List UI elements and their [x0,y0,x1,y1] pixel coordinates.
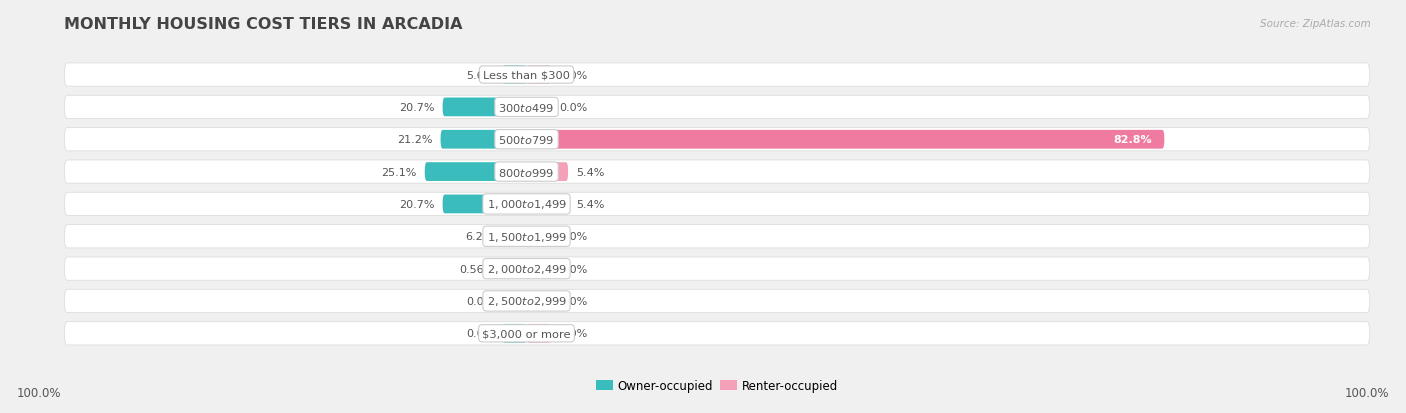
Text: $2,000 to $2,499: $2,000 to $2,499 [486,263,567,275]
FancyBboxPatch shape [65,322,1369,345]
FancyBboxPatch shape [65,96,1369,119]
FancyBboxPatch shape [502,292,526,311]
FancyBboxPatch shape [526,98,551,117]
Text: 0.0%: 0.0% [560,232,588,242]
FancyBboxPatch shape [502,227,526,246]
FancyBboxPatch shape [526,227,551,246]
Text: 20.7%: 20.7% [399,103,434,113]
FancyBboxPatch shape [65,161,1369,184]
Text: 100.0%: 100.0% [17,386,62,399]
FancyBboxPatch shape [502,324,526,343]
Text: $800 to $999: $800 to $999 [499,166,554,178]
FancyBboxPatch shape [443,98,526,117]
Legend: Owner-occupied, Renter-occupied: Owner-occupied, Renter-occupied [592,375,842,397]
Text: 5.4%: 5.4% [576,167,605,177]
Text: 21.2%: 21.2% [396,135,433,145]
Text: 0.0%: 0.0% [560,103,588,113]
FancyBboxPatch shape [526,260,551,278]
Text: 25.1%: 25.1% [381,167,416,177]
Text: 0.0%: 0.0% [560,328,588,339]
FancyBboxPatch shape [526,292,551,311]
Text: $300 to $499: $300 to $499 [499,102,554,114]
Text: 0.0%: 0.0% [465,328,494,339]
FancyBboxPatch shape [526,66,551,85]
Text: $1,500 to $1,999: $1,500 to $1,999 [486,230,567,243]
Text: 5.6%: 5.6% [465,70,494,81]
Text: 0.56%: 0.56% [458,264,494,274]
Text: 0.0%: 0.0% [560,296,588,306]
FancyBboxPatch shape [443,195,526,214]
Text: $1,000 to $1,499: $1,000 to $1,499 [486,198,567,211]
Text: 100.0%: 100.0% [1344,386,1389,399]
Text: 82.8%: 82.8% [1114,135,1152,145]
FancyBboxPatch shape [526,324,551,343]
FancyBboxPatch shape [65,128,1369,152]
Text: $3,000 or more: $3,000 or more [482,328,571,339]
FancyBboxPatch shape [65,64,1369,87]
FancyBboxPatch shape [65,225,1369,248]
FancyBboxPatch shape [425,163,526,182]
Text: MONTHLY HOUSING COST TIERS IN ARCADIA: MONTHLY HOUSING COST TIERS IN ARCADIA [65,17,463,32]
Text: 6.2%: 6.2% [465,232,494,242]
Text: 5.4%: 5.4% [576,199,605,209]
Text: $2,500 to $2,999: $2,500 to $2,999 [486,295,567,308]
FancyBboxPatch shape [502,260,526,278]
Text: $500 to $799: $500 to $799 [499,134,554,146]
FancyBboxPatch shape [440,131,526,149]
Text: 0.0%: 0.0% [560,264,588,274]
Text: 20.7%: 20.7% [399,199,434,209]
Text: Source: ZipAtlas.com: Source: ZipAtlas.com [1260,19,1371,28]
FancyBboxPatch shape [65,193,1369,216]
FancyBboxPatch shape [526,131,1164,149]
FancyBboxPatch shape [526,163,568,182]
FancyBboxPatch shape [502,66,526,85]
FancyBboxPatch shape [526,195,568,214]
Text: 0.0%: 0.0% [560,70,588,81]
Text: Less than $300: Less than $300 [484,70,569,81]
FancyBboxPatch shape [65,257,1369,280]
FancyBboxPatch shape [65,290,1369,313]
Text: 0.0%: 0.0% [465,296,494,306]
